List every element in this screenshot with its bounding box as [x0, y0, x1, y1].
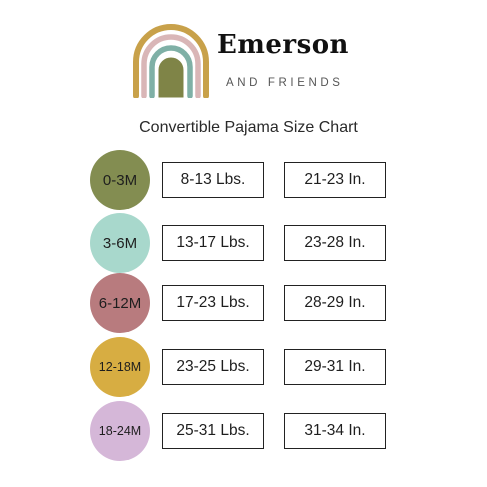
size-badge: 12-18M	[90, 337, 150, 397]
length-cell: 21-23 In.	[284, 162, 386, 198]
length-cell: 28-29 In.	[284, 285, 386, 321]
length-cell: 23-28 In.	[284, 225, 386, 261]
rainbow-arc-third	[149, 45, 193, 98]
length-cell: 31-34 In.	[284, 413, 386, 449]
size-row: 18-24M 25-31 Lbs. 31-34 In.	[0, 401, 487, 461]
size-row: 12-18M 23-25 Lbs. 29-31 In.	[0, 337, 487, 397]
size-badge: 3-6M	[90, 213, 150, 273]
rainbow-arc-outer	[133, 24, 209, 98]
rainbow-arc-inner	[158, 57, 184, 98]
size-badge: 0-3M	[90, 150, 150, 210]
size-row: 0-3M 8-13 Lbs. 21-23 In.	[0, 150, 487, 210]
brand-subtitle: AND FRIENDS	[226, 77, 344, 89]
weight-cell: 23-25 Lbs.	[162, 349, 264, 385]
length-cell: 29-31 In.	[284, 349, 386, 385]
size-badge: 18-24M	[90, 401, 150, 461]
rainbow-arc-second	[141, 34, 201, 98]
size-row: 3-6M 13-17 Lbs. 23-28 In.	[0, 213, 487, 273]
weight-cell: 8-13 Lbs.	[162, 162, 264, 198]
chart-title: Convertible Pajama Size Chart	[139, 119, 358, 136]
size-badge: 6-12M	[90, 273, 150, 333]
brand-name: Emerson	[217, 30, 349, 60]
weight-cell: 17-23 Lbs.	[162, 285, 264, 321]
weight-cell: 13-17 Lbs.	[162, 225, 264, 261]
size-row: 6-12M 17-23 Lbs. 28-29 In.	[0, 273, 487, 333]
rainbow-icon	[133, 24, 209, 98]
weight-cell: 25-31 Lbs.	[162, 413, 264, 449]
